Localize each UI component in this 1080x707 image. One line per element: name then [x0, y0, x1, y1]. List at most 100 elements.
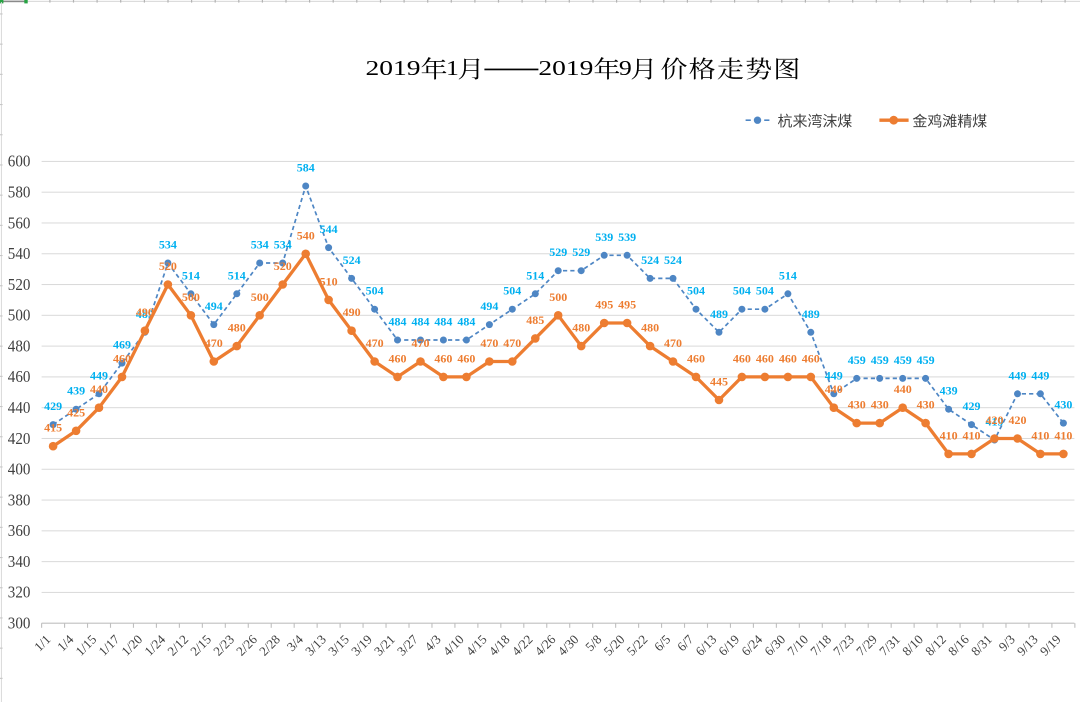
svg-text:500: 500: [549, 290, 567, 304]
svg-text:449: 449: [825, 368, 843, 382]
svg-text:440: 440: [825, 382, 843, 396]
svg-text:480: 480: [572, 321, 590, 335]
svg-text:459: 459: [848, 353, 866, 367]
svg-text:439: 439: [67, 384, 85, 398]
svg-text:484: 484: [389, 315, 407, 329]
svg-text:514: 514: [526, 268, 544, 282]
svg-text:580: 580: [8, 183, 31, 202]
svg-text:439: 439: [940, 384, 958, 398]
svg-text:360: 360: [8, 521, 31, 540]
svg-text:460: 460: [733, 351, 751, 365]
svg-text:430: 430: [871, 398, 889, 412]
svg-text:459: 459: [894, 353, 912, 367]
svg-text:380: 380: [8, 490, 31, 509]
svg-text:430: 430: [917, 398, 935, 412]
svg-text:449: 449: [1009, 368, 1027, 382]
svg-text:459: 459: [871, 353, 889, 367]
svg-text:524: 524: [343, 253, 361, 267]
svg-text:494: 494: [205, 299, 223, 313]
svg-text:460: 460: [457, 351, 475, 365]
svg-text:480: 480: [228, 321, 246, 335]
svg-text:520: 520: [8, 275, 31, 294]
svg-text:460: 460: [779, 351, 797, 365]
svg-text:489: 489: [710, 307, 728, 321]
svg-text:460: 460: [8, 367, 31, 386]
svg-text:600: 600: [8, 152, 31, 171]
svg-text:449: 449: [90, 368, 108, 382]
svg-text:445: 445: [710, 375, 728, 389]
svg-text:460: 460: [802, 351, 820, 365]
svg-text:420: 420: [1009, 413, 1027, 427]
svg-text:449: 449: [1031, 368, 1049, 382]
svg-text:504: 504: [687, 284, 705, 298]
svg-text:534: 534: [274, 238, 292, 252]
svg-text:430: 430: [1054, 398, 1072, 412]
svg-text:540: 540: [297, 228, 315, 242]
svg-text:540: 540: [8, 244, 31, 263]
svg-text:500: 500: [251, 290, 269, 304]
svg-text:560: 560: [8, 213, 31, 232]
svg-text:529: 529: [572, 245, 590, 259]
svg-text:490: 490: [343, 305, 361, 319]
svg-text:514: 514: [228, 268, 246, 282]
svg-text:470: 470: [664, 336, 682, 350]
svg-text:470: 470: [412, 336, 430, 350]
svg-text:495: 495: [595, 298, 613, 312]
svg-text:480: 480: [641, 321, 659, 335]
svg-text:484: 484: [457, 315, 475, 329]
svg-text:504: 504: [733, 284, 751, 298]
svg-text:440: 440: [8, 398, 31, 417]
svg-text:410: 410: [1054, 428, 1072, 442]
svg-text:514: 514: [182, 268, 200, 282]
svg-text:460: 460: [756, 351, 774, 365]
svg-text:420: 420: [8, 429, 31, 448]
svg-text:484: 484: [412, 315, 430, 329]
svg-text:504: 504: [756, 284, 774, 298]
svg-text:429: 429: [44, 399, 62, 413]
svg-text:534: 534: [251, 238, 269, 252]
svg-text:9: 9: [619, 56, 632, 80]
svg-text:460: 460: [687, 351, 705, 365]
svg-text:470: 470: [205, 336, 223, 350]
svg-text:1: 1: [446, 56, 459, 80]
svg-text:2019: 2019: [538, 56, 593, 80]
svg-text:584: 584: [297, 161, 315, 175]
svg-text:500: 500: [182, 290, 200, 304]
svg-text:480: 480: [8, 336, 31, 355]
svg-text:400: 400: [8, 460, 31, 479]
svg-text:419: 419: [986, 415, 1004, 429]
svg-text:410: 410: [1031, 428, 1049, 442]
svg-text:470: 470: [366, 336, 384, 350]
svg-text:495: 495: [618, 298, 636, 312]
svg-text:514: 514: [779, 268, 797, 282]
svg-text:430: 430: [848, 398, 866, 412]
svg-text:300: 300: [8, 614, 31, 633]
svg-text:529: 529: [549, 245, 567, 259]
svg-text:440: 440: [90, 382, 108, 396]
svg-text:544: 544: [320, 222, 338, 236]
svg-text:320: 320: [8, 583, 31, 602]
svg-text:524: 524: [641, 253, 659, 267]
svg-text:534: 534: [159, 238, 177, 252]
svg-text:470: 470: [480, 336, 498, 350]
svg-text:510: 510: [320, 274, 338, 288]
svg-text:415: 415: [44, 421, 62, 435]
svg-text:470: 470: [503, 336, 521, 350]
svg-text:494: 494: [480, 299, 498, 313]
svg-text:520: 520: [159, 259, 177, 273]
svg-text:489: 489: [802, 307, 820, 321]
svg-text:429: 429: [963, 399, 981, 413]
svg-text:524: 524: [664, 253, 682, 267]
svg-text:459: 459: [917, 353, 935, 367]
svg-text:410: 410: [940, 428, 958, 442]
svg-text:504: 504: [503, 284, 521, 298]
svg-text:520: 520: [274, 259, 292, 273]
svg-text:440: 440: [894, 382, 912, 396]
svg-text:485: 485: [526, 313, 544, 327]
svg-text:410: 410: [963, 428, 981, 442]
svg-text:539: 539: [595, 230, 613, 244]
svg-text:469: 469: [113, 338, 131, 352]
svg-text:460: 460: [113, 351, 131, 365]
svg-text:2019: 2019: [366, 56, 421, 80]
svg-text:484: 484: [434, 315, 452, 329]
